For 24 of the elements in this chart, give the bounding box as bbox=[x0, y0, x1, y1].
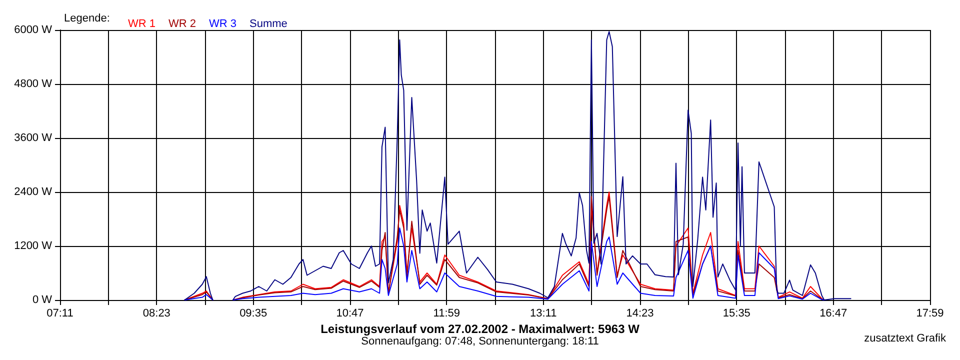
text: zusatztext Grafik bbox=[864, 332, 946, 344]
text: Sonnenaufgang: 07:48, Sonnenuntergang: 18:11 bbox=[361, 336, 599, 348]
y-tick-label: 4800 W bbox=[14, 78, 53, 90]
text: WR 2 bbox=[168, 18, 196, 30]
legend-title: Legende: bbox=[64, 12, 110, 24]
x-tick-label: 08:23 bbox=[142, 308, 170, 320]
x-tick-label: 09:35 bbox=[240, 308, 268, 320]
x-tick-label: 17:59 bbox=[916, 308, 944, 320]
text: Summe bbox=[250, 18, 288, 30]
x-tick-label: 15:35 bbox=[722, 308, 750, 320]
y-tick-label: 3600 W bbox=[14, 132, 53, 144]
y-tick-label: 6000 W bbox=[14, 24, 53, 36]
x-tick-label: 13:11 bbox=[530, 308, 557, 320]
x-tick-label: 14:23 bbox=[626, 308, 654, 320]
text: WR 1 bbox=[128, 18, 156, 30]
text: WR 3 bbox=[209, 18, 236, 30]
x-tick-label: 10:47 bbox=[336, 308, 364, 320]
y-tick-label: 2400 W bbox=[14, 186, 53, 198]
x-tick-label: 16:47 bbox=[820, 308, 848, 320]
text: Leistungsverlauf vom 27.02.2002 - Maximalwert: 5963 W bbox=[320, 322, 640, 336]
y-tick-label: 0 W bbox=[32, 294, 53, 306]
y-tick-label: 1200 W bbox=[14, 240, 53, 252]
x-tick-label: 11:59 bbox=[433, 308, 460, 320]
x-tick-label: 07:11 bbox=[46, 308, 74, 320]
